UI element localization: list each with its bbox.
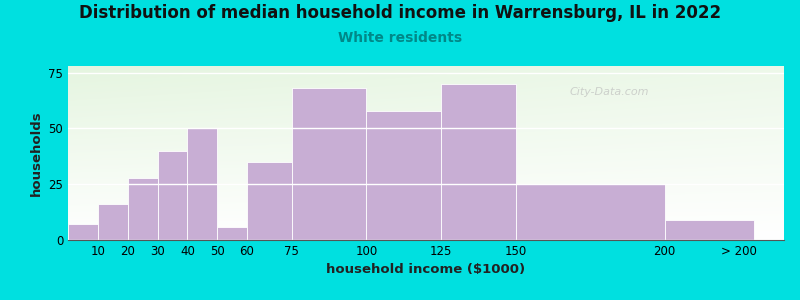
- Bar: [515, 184, 665, 240]
- Bar: [68, 224, 98, 240]
- Bar: [247, 162, 292, 240]
- Text: White residents: White residents: [338, 32, 462, 46]
- Bar: [98, 204, 128, 240]
- Text: City-Data.com: City-Data.com: [570, 87, 649, 97]
- Bar: [128, 178, 158, 240]
- Bar: [217, 226, 247, 240]
- Y-axis label: households: households: [30, 110, 42, 196]
- Bar: [366, 111, 441, 240]
- X-axis label: household income ($1000): household income ($1000): [326, 263, 526, 276]
- Bar: [292, 88, 366, 240]
- Text: Distribution of median household income in Warrensburg, IL in 2022: Distribution of median household income …: [79, 4, 721, 22]
- Bar: [441, 84, 515, 240]
- Bar: [187, 128, 217, 240]
- Bar: [158, 151, 187, 240]
- Bar: [665, 220, 754, 240]
